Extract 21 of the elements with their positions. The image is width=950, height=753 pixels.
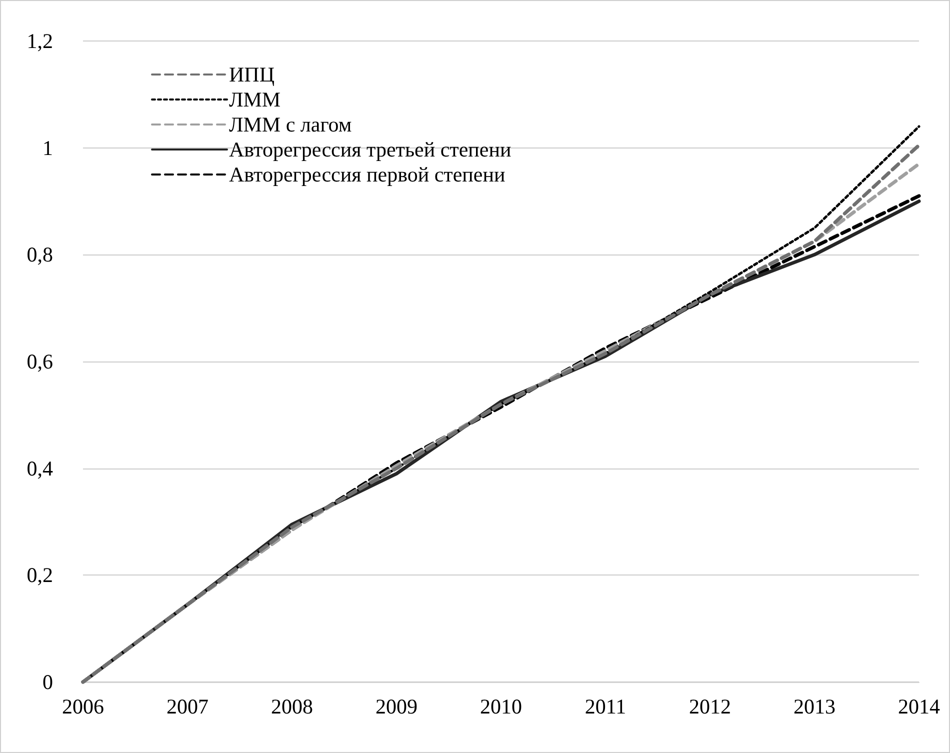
x-tick-label: 2012 [689,694,731,718]
x-tick-label: 2007 [166,694,208,718]
x-tick-label: 2010 [480,694,522,718]
y-tick-label: 0,6 [26,350,53,374]
y-tick-label: 1 [42,136,53,160]
y-tick-label: 1,2 [26,29,53,53]
y-tick-label: 0 [42,670,53,694]
y-tick-label: 0,8 [26,242,53,267]
legend-label: ЛММ [229,88,281,112]
legend-label: Авторегрессия третьей степени [229,138,512,162]
x-tick-label: 2013 [794,694,836,718]
x-tick-label: 2008 [271,694,313,718]
x-tick-label: 2006 [62,694,104,718]
x-tick-label: 2014 [898,694,940,718]
y-tick-label: 0,2 [26,563,53,588]
legend-label: ИПЦ [229,62,274,86]
legend-label: ЛММ с лагом [229,112,352,136]
x-tick-label: 2011 [584,694,626,718]
y-tick-label: 0,4 [26,456,54,480]
x-tick-label: 2009 [376,694,418,718]
legend-label: Авторегрессия первой степени [229,162,506,186]
